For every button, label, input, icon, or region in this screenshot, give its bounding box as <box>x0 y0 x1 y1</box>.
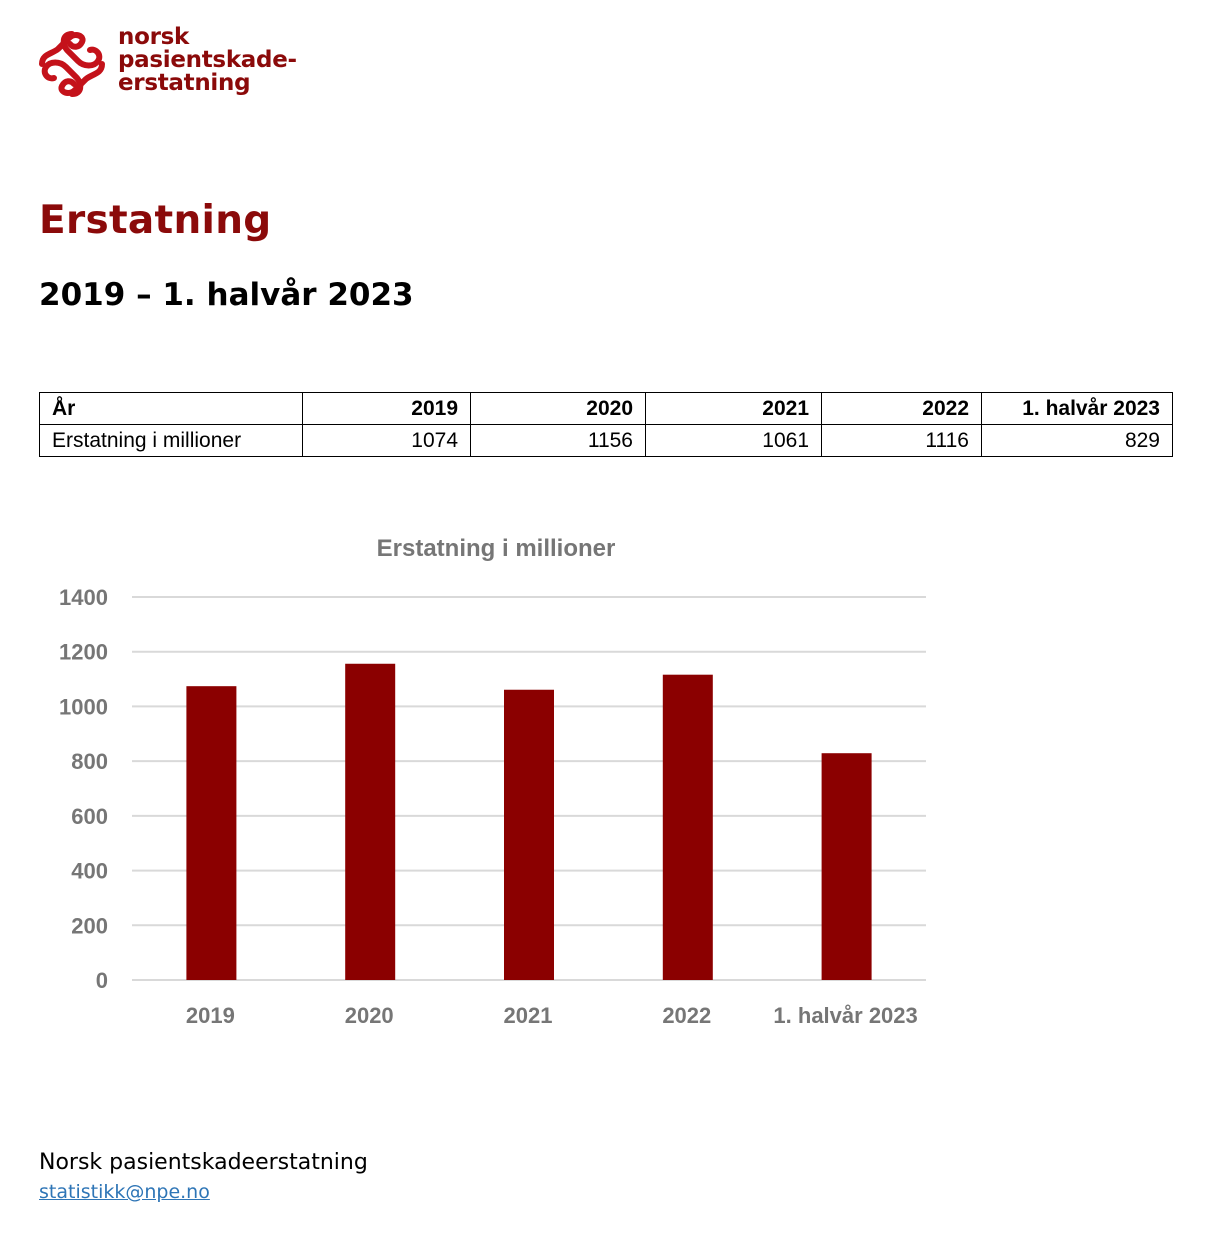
table-cell: Erstatning i millioner <box>39 424 303 457</box>
y-tick-label: 400 <box>71 859 108 884</box>
table-cell: 1074 <box>302 424 471 457</box>
bar <box>345 663 396 980</box>
x-tick-label: 2019 <box>186 1003 235 1028</box>
npe-cross-icon <box>39 31 105 97</box>
page-subtitle: 2019 – 1. halvår 2023 <box>39 277 414 313</box>
y-tick-label: 1000 <box>59 694 108 719</box>
table-cell: 1116 <box>821 424 982 457</box>
bar-chart: Erstatning i millioner 0 200 400 600 800 1000 1… <box>59 535 926 1028</box>
bar <box>186 686 237 980</box>
chart-title: Erstatning i millioner <box>377 535 616 562</box>
y-tick-label: 600 <box>71 804 108 829</box>
x-tick-label: 2020 <box>345 1003 394 1028</box>
footer-email-link[interactable]: statistikk@npe.no <box>39 1181 210 1203</box>
brand-name: norsk pasientskade- erstatning <box>118 26 297 95</box>
data-table: År 2019 2020 2021 2022 1. halvår 2023 Er… <box>39 392 1173 457</box>
brand-line-2: pasientskade- <box>118 47 297 73</box>
table-cell: 1061 <box>645 424 822 457</box>
table-header-cell: 1. halvår 2023 <box>981 392 1173 425</box>
y-tick-label: 200 <box>71 913 108 938</box>
x-tick-label: 2022 <box>662 1003 711 1028</box>
table-header-cell: År <box>39 392 303 425</box>
brand-line-1: norsk <box>118 24 190 50</box>
table-row: Erstatning i millioner 1074 1156 1061 11… <box>39 424 1173 457</box>
table-header-cell: 2022 <box>821 392 982 425</box>
table-cell: 1156 <box>470 424 646 457</box>
table-header-cell: 2021 <box>645 392 822 425</box>
table-header-row: År 2019 2020 2021 2022 1. halvår 2023 <box>39 392 1173 425</box>
table-header-cell: 2020 <box>470 392 646 425</box>
footer-org: Norsk pasientskadeerstatning <box>39 1150 368 1175</box>
y-tick-label: 1200 <box>59 640 108 665</box>
bar <box>821 753 872 980</box>
y-tick-label: 0 <box>96 968 108 993</box>
bar <box>662 674 713 980</box>
brand-line-3: erstatning <box>118 70 251 96</box>
page-title: Erstatning <box>39 198 272 243</box>
table-cell: 829 <box>981 424 1173 457</box>
x-tick-label: 2021 <box>504 1003 553 1028</box>
x-tick-label: 1. halvår 2023 <box>773 1003 917 1028</box>
table-header-cell: 2019 <box>302 392 471 425</box>
bar <box>504 689 554 980</box>
y-tick-label: 1400 <box>59 585 108 610</box>
y-tick-label: 800 <box>71 749 108 774</box>
